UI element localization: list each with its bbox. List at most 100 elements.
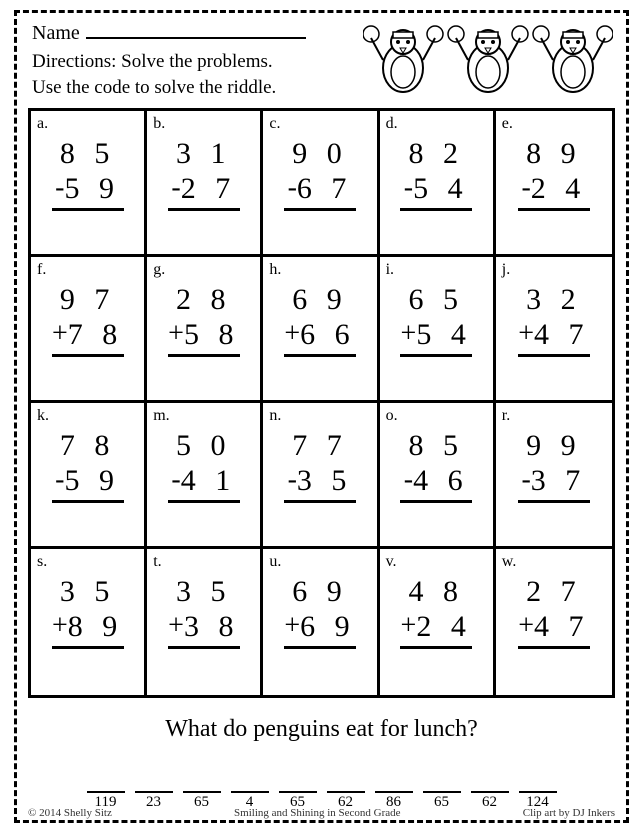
top-number: 6 9: [263, 283, 376, 318]
answer-blank: [231, 779, 269, 793]
math-problem: 5 0 - 4 1: [147, 429, 260, 503]
footer-center: Smiling and Shining in Second Grade: [234, 807, 401, 819]
bottom-number: 4 7: [534, 318, 590, 353]
answer-blank: [279, 779, 317, 793]
cell-letter: h.: [269, 261, 281, 279]
problem-cell: g. 2 8 + 5 8: [147, 257, 263, 403]
math-problem: 4 8 + 2 4: [380, 575, 493, 649]
problem-cell: c. 9 0 - 6 7: [263, 111, 379, 257]
answer-blank: [327, 779, 365, 793]
math-problem: 9 9 - 3 7: [496, 429, 612, 503]
riddle-question: What do penguins eat for lunch?: [22, 716, 621, 743]
cell-letter: d.: [386, 115, 398, 133]
problem-cell: r. 9 9 - 3 7: [496, 403, 612, 549]
problem-cell: b. 3 1 - 2 7: [147, 111, 263, 257]
bottom-number: 5 4: [416, 318, 472, 353]
operator: +: [401, 610, 417, 645]
equals-line: [52, 354, 124, 357]
name-blank: [86, 37, 306, 39]
cell-letter: k.: [37, 407, 49, 425]
bottom-number: 4 6: [413, 464, 469, 499]
equals-line: [518, 646, 590, 649]
answer-blank: [423, 779, 461, 793]
bottom-number: 3 5: [297, 464, 353, 499]
bottom-number: 6 9: [300, 610, 356, 645]
operator: -: [171, 172, 180, 207]
bottom-number: 6 6: [300, 318, 356, 353]
cell-letter: m.: [153, 407, 169, 425]
equals-line: [168, 354, 240, 357]
operator: -: [55, 172, 64, 207]
problem-cell: a. 8 5 - 5 9: [31, 111, 147, 257]
math-problem: 8 9 - 2 4: [496, 137, 612, 211]
bottom-number: 4 7: [534, 610, 590, 645]
problem-cell: d. 8 2 - 5 4: [380, 111, 496, 257]
top-number: 9 7: [31, 283, 144, 318]
problem-cell: n. 7 7 - 3 5: [263, 403, 379, 549]
top-number: 3 5: [147, 575, 260, 610]
bottom-number: 5 9: [65, 172, 121, 207]
operator: +: [401, 318, 417, 353]
math-problem: 7 7 - 3 5: [263, 429, 376, 503]
bottom-number: 5 8: [184, 318, 240, 353]
top-number: 8 2: [380, 137, 493, 172]
equals-line: [400, 646, 472, 649]
top-number: 8 5: [31, 137, 144, 172]
math-problem: 7 8 - 5 9: [31, 429, 144, 503]
math-problem: 9 0 - 6 7: [263, 137, 376, 211]
problem-cell: s. 3 5 + 8 9: [31, 549, 147, 695]
cell-letter: i.: [386, 261, 394, 279]
top-number: 8 5: [380, 429, 493, 464]
cell-letter: b.: [153, 115, 165, 133]
math-problem: 8 5 - 5 9: [31, 137, 144, 211]
answer-blank: [183, 779, 221, 793]
operator: +: [168, 318, 184, 353]
operator: -: [404, 464, 413, 499]
bottom-number: 4 1: [181, 464, 237, 499]
cell-letter: u.: [269, 553, 281, 571]
penguin-art: [363, 16, 613, 94]
copyright: © 2014 Shelly Sitz: [28, 807, 112, 819]
bottom-number: 6 7: [297, 172, 353, 207]
equals-line: [400, 208, 472, 211]
operator: +: [284, 318, 300, 353]
problem-grid: a. 8 5 - 5 9 b. 3 1 - 2 7 c. 9 0 - 6 7: [28, 108, 615, 698]
bottom-number: 5 4: [413, 172, 469, 207]
math-problem: 3 1 - 2 7: [147, 137, 260, 211]
equals-line: [284, 500, 356, 503]
problem-cell: k. 7 8 - 5 9: [31, 403, 147, 549]
top-number: 9 9: [496, 429, 612, 464]
equals-line: [284, 354, 356, 357]
answer-blank: [135, 779, 173, 793]
math-problem: 2 8 + 5 8: [147, 283, 260, 357]
operator: -: [521, 172, 530, 207]
equals-line: [168, 500, 240, 503]
top-number: 3 1: [147, 137, 260, 172]
operator: +: [518, 610, 534, 645]
cell-letter: j.: [502, 261, 510, 279]
equals-line: [284, 208, 356, 211]
equals-line: [518, 500, 590, 503]
operator: -: [288, 172, 297, 207]
math-problem: 9 7 + 7 8: [31, 283, 144, 357]
equals-line: [400, 500, 472, 503]
problem-cell: o. 8 5 - 4 6: [380, 403, 496, 549]
equals-line: [168, 208, 240, 211]
math-problem: 6 9 + 6 9: [263, 575, 376, 649]
operator: -: [404, 172, 413, 207]
bottom-number: 2 4: [531, 172, 587, 207]
bottom-number: 3 8: [184, 610, 240, 645]
answer-blank: [87, 779, 125, 793]
math-problem: 8 5 - 4 6: [380, 429, 493, 503]
top-number: 2 8: [147, 283, 260, 318]
top-number: 7 7: [263, 429, 376, 464]
equals-line: [168, 646, 240, 649]
operator: -: [288, 464, 297, 499]
cell-letter: f.: [37, 261, 46, 279]
math-problem: 2 7 + 4 7: [496, 575, 612, 649]
math-problem: 8 2 - 5 4: [380, 137, 493, 211]
operator: +: [52, 318, 68, 353]
cell-letter: e.: [502, 115, 513, 133]
operator: +: [518, 318, 534, 353]
footer: © 2014 Shelly Sitz Smiling and Shining i…: [22, 807, 621, 819]
